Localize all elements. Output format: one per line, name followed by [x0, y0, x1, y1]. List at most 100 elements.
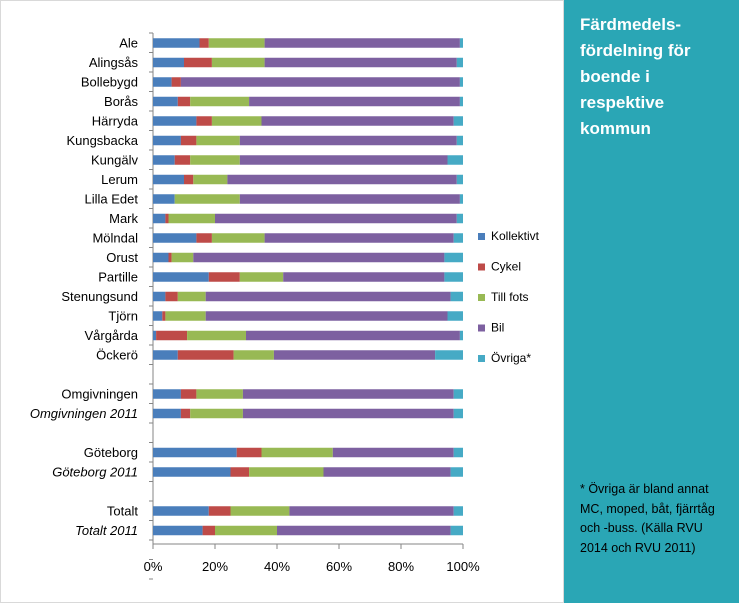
bar-till-fots-tjörn: [165, 311, 206, 321]
bar-cykel-orust: [168, 252, 172, 263]
bar-cykel-öckerö: [177, 350, 234, 360]
bar-kollektivt-göteborg: [153, 447, 237, 458]
bar-cykel-omgivningen-2011: [180, 408, 191, 419]
bar-kollektivt-stenungsund: [153, 291, 166, 302]
bar-bil-göteborg: [332, 447, 454, 458]
bar-bil-öckerö: [273, 350, 436, 360]
category-label: Borås: [104, 94, 138, 109]
category-label: Omgivningen: [61, 387, 138, 402]
category-label: Tjörn: [108, 309, 138, 324]
bar-till-fots-öckerö: [233, 350, 274, 360]
bar-kollektivt-mölndal: [153, 233, 197, 243]
bar-bil-mölndal: [264, 233, 454, 243]
bar-bil-alingsås: [264, 57, 457, 68]
bar-kollektivt-totalt-2011: [153, 525, 203, 536]
bar-bil-ale: [264, 38, 460, 48]
x-tick-label: 40%: [264, 559, 290, 574]
bar-övriga-ale: [459, 38, 463, 48]
bar-cykel-härryda: [196, 116, 212, 126]
bar-kollektivt-vårgårda: [153, 330, 157, 341]
x-tick-label: 0%: [144, 559, 163, 574]
bar-kollektivt-alingsås: [153, 57, 184, 68]
bar-cykel-mark: [165, 213, 169, 224]
category-label: Göteborg 2011: [52, 465, 138, 480]
bar-till-fots-totalt-2011: [215, 525, 277, 536]
bar-cykel-lerum: [184, 174, 194, 185]
bar-till-fots-göteborg-2011: [249, 467, 324, 477]
category-label: Öckerö: [96, 348, 138, 363]
x-tick-label: 20%: [202, 559, 228, 574]
bar-kollektivt-lerum: [153, 174, 184, 185]
bar-cykel-alingsås: [184, 57, 212, 68]
bar-kollektivt-kungsbacka: [153, 135, 181, 146]
bar-bil-vårgårda: [246, 330, 460, 341]
x-tick-label: 60%: [326, 559, 352, 574]
category-label: Kungsbacka: [66, 133, 138, 148]
category-label: Vårgårda: [85, 328, 139, 343]
category-label: Omgivningen 2011: [30, 406, 138, 421]
bar-kollektivt-lilla-edet: [153, 194, 175, 204]
bar-övriga-kungälv: [447, 155, 463, 165]
bar-till-fots-lerum: [193, 174, 228, 185]
bar-bil-tjörn: [205, 311, 448, 321]
category-label: Orust: [106, 250, 138, 265]
category-label: Ale: [119, 36, 138, 51]
bar-kollektivt-omgivningen-2011: [153, 408, 181, 419]
legend-label-övriga: Övriga*: [491, 351, 531, 365]
side-panel: Färdmedels-fördelning för boende i respe…: [564, 0, 739, 603]
bar-övriga-mölndal: [453, 233, 463, 243]
legend-swatch-cykel: [478, 263, 485, 271]
bar-kollektivt-göteborg-2011: [153, 467, 231, 477]
footnote: * Övriga är bland annat MC, moped, båt, …: [580, 482, 715, 555]
bar-bil-lerum: [227, 174, 457, 185]
bar-cykel-borås: [177, 96, 191, 107]
bar-bil-bollebygd: [180, 77, 460, 87]
bar-till-fots-omgivningen-2011: [190, 408, 243, 419]
bar-bil-totalt-2011: [277, 525, 451, 536]
category-label: Lilla Edet: [85, 192, 139, 207]
bar-cykel-göteborg-2011: [230, 467, 250, 477]
x-tick-label: 100%: [446, 559, 480, 574]
bar-bil-omgivningen-2011: [242, 408, 454, 419]
legend-swatch-bil: [478, 324, 485, 332]
bar-kollektivt-bollebygd: [153, 77, 172, 87]
bar-övriga-kungsbacka: [456, 135, 463, 146]
bar-övriga-orust: [444, 252, 463, 263]
category-label: Mölndal: [92, 231, 138, 246]
bar-övriga-mark: [456, 213, 463, 224]
category-label: Göteborg: [84, 445, 138, 460]
bar-övriga-tjörn: [447, 311, 463, 321]
bar-bil-omgivningen: [242, 389, 454, 399]
bar-till-fots-lilla-edet: [174, 194, 240, 204]
bar-bil-orust: [193, 252, 445, 263]
category-label: Mark: [109, 211, 138, 226]
legend-label-kollektivt: Kollektivt: [491, 229, 540, 243]
bar-övriga-göteborg: [453, 447, 463, 458]
bar-bil-partille: [283, 272, 445, 282]
bar-bil-mark: [215, 213, 457, 224]
bar-övriga-totalt: [453, 506, 463, 516]
bar-till-fots-borås: [190, 96, 250, 107]
bar-kollektivt-härryda: [153, 116, 197, 126]
legend-swatch-övriga: [478, 355, 485, 362]
bar-till-fots-kungsbacka: [196, 135, 240, 146]
x-tick-label: 80%: [388, 559, 414, 574]
bar-cykel-totalt-2011: [202, 525, 215, 536]
bar-cykel-kungsbacka: [180, 135, 197, 146]
bar-till-fots-härryda: [211, 116, 262, 126]
category-label: Totalt 2011: [75, 523, 138, 538]
bar-till-fots-vårgårda: [187, 330, 246, 341]
category-label: Bollebygd: [81, 75, 138, 90]
bar-bil-stenungsund: [205, 291, 451, 302]
bar-kollektivt-kungälv: [153, 155, 175, 165]
bar-övriga-vårgårda: [459, 330, 463, 341]
bar-kollektivt-partille: [153, 272, 209, 282]
bar-övriga-stenungsund: [450, 291, 463, 302]
bar-kollektivt-ale: [153, 38, 200, 48]
bar-övriga-öckerö: [435, 350, 463, 360]
bar-övriga-härryda: [453, 116, 463, 126]
bar-övriga-alingsås: [456, 57, 463, 68]
bar-cykel-ale: [199, 38, 209, 48]
bar-till-fots-göteborg: [261, 447, 333, 458]
bar-till-fots-totalt: [230, 506, 290, 516]
